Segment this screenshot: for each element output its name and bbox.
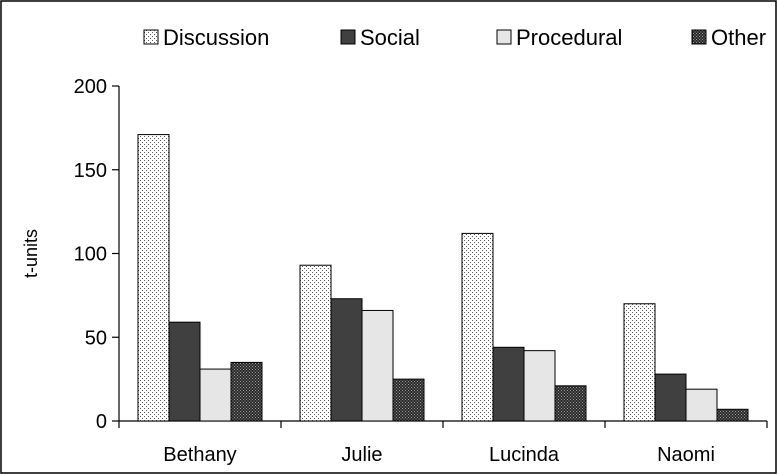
legend: Discussion Social Procedural Other bbox=[143, 25, 766, 50]
bar-discussion-naomi bbox=[623, 303, 656, 422]
legend-swatch-discussion bbox=[143, 29, 159, 45]
bar-procedural-julie bbox=[361, 309, 394, 422]
bar-procedural-naomi bbox=[685, 388, 718, 422]
plot-area: 0 50 100 150 200 Bethany Julie Lucinda Naomi bbox=[74, 76, 768, 466]
bar-discussion-bethany bbox=[137, 134, 170, 422]
legend-label-social: Social bbox=[360, 25, 420, 50]
bar-procedural-bethany bbox=[199, 368, 232, 422]
x-category-label: Lucinda bbox=[489, 444, 560, 466]
x-category-label: Julie bbox=[341, 444, 382, 466]
y-tick-label: 200 bbox=[74, 76, 107, 98]
bar-social-julie bbox=[330, 298, 363, 422]
legend-label-procedural: Procedural bbox=[516, 25, 622, 50]
legend-swatch-other bbox=[691, 29, 707, 45]
x-category-label: Naomi bbox=[657, 444, 715, 466]
bar-other-lucinda bbox=[554, 385, 587, 422]
bar-other-bethany bbox=[230, 361, 263, 422]
bar-discussion-lucinda bbox=[461, 232, 494, 422]
y-tick-label: 150 bbox=[74, 160, 107, 182]
bar-other-julie bbox=[392, 378, 425, 422]
y-tick-label: 0 bbox=[96, 411, 107, 433]
bar-procedural-lucinda bbox=[523, 350, 556, 422]
y-tick-label: 50 bbox=[85, 327, 107, 349]
bar-social-naomi bbox=[654, 373, 687, 422]
legend-label-discussion: Discussion bbox=[163, 25, 269, 50]
bar-social-bethany bbox=[168, 321, 201, 422]
x-category-label: Bethany bbox=[163, 444, 236, 466]
legend-label-other: Other bbox=[711, 25, 766, 50]
y-tick-label: 100 bbox=[74, 244, 107, 266]
bar-social-lucinda bbox=[492, 346, 525, 422]
legend-swatch-social bbox=[340, 29, 356, 45]
bar-other-naomi bbox=[716, 408, 749, 422]
y-axis-title: t-units bbox=[21, 229, 41, 278]
legend-swatch-procedural bbox=[496, 29, 512, 45]
bar-discussion-julie bbox=[299, 264, 332, 422]
